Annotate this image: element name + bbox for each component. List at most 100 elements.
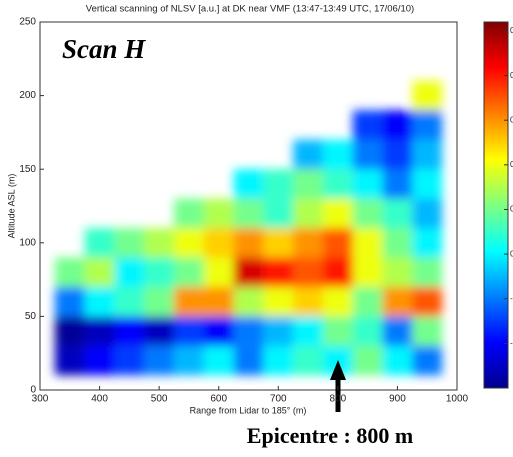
heat-cell: [382, 257, 413, 287]
colorbar-tick-label: 0: [510, 248, 513, 258]
heat-cell: [412, 345, 443, 376]
heat-cell: [54, 257, 85, 287]
heat-cell: [412, 316, 443, 346]
heat-cell: [203, 286, 234, 317]
heat-cell: [233, 345, 264, 376]
heat-cell: [263, 316, 294, 346]
heat-cell: [412, 80, 443, 111]
heat-cell: [203, 345, 234, 376]
heat-cell: [84, 345, 115, 376]
heat-cell: [382, 198, 413, 229]
heat-cell: [293, 345, 323, 376]
x-tick-label: 600: [210, 394, 227, 405]
heat-cell: [322, 139, 353, 170]
y-tick-label: 250: [19, 17, 36, 28]
heat-cell: [233, 286, 264, 317]
heat-cell: [293, 257, 323, 287]
chart-title: Vertical scanning of NLSV [a.u.] at DK n…: [86, 4, 414, 15]
heat-cell: [382, 316, 413, 346]
heat-cell: [144, 228, 175, 258]
x-tick-label: 700: [270, 394, 287, 405]
heat-cell: [293, 198, 323, 229]
heat-cell: [84, 228, 115, 258]
heat-cell: [114, 257, 145, 287]
heat-cell: [84, 286, 115, 317]
heat-cell: [174, 228, 204, 258]
heat-cell: [263, 257, 294, 287]
heat-cell: [322, 198, 353, 229]
heat-cell: [352, 257, 383, 287]
heat-cell: [352, 139, 383, 170]
heat-cell: [352, 345, 383, 376]
colorbar-tick-label: 0.1: [510, 204, 513, 214]
heat-cell: [174, 345, 204, 376]
heat-cell: [352, 169, 383, 199]
y-tick-label: 150: [19, 164, 36, 175]
heat-cell: [352, 198, 383, 229]
heat-cell: [114, 345, 145, 376]
colorbar-tick-label: 0.3: [510, 114, 513, 124]
y-axis-label: Altitude ASL (m): [6, 174, 16, 239]
heat-cell: [84, 316, 115, 346]
heat-cell: [114, 228, 145, 258]
plot-frame: [39, 21, 458, 391]
heat-cell: [412, 228, 443, 258]
heat-cell: [412, 257, 443, 287]
heat-cell: [352, 316, 383, 346]
heat-cell: [412, 169, 443, 199]
colorbar: [483, 21, 509, 389]
heat-cell: [263, 198, 294, 229]
heat-cell: [174, 198, 204, 229]
y-tick-label: 100: [19, 237, 36, 248]
epicentre-arrow: [330, 360, 346, 412]
x-axis-label: Range from Lidar to 185° (m): [190, 405, 307, 415]
heat-cell: [54, 345, 85, 376]
x-tick-label: 900: [389, 394, 406, 405]
heat-cell: [293, 228, 323, 258]
heat-cell: [382, 110, 413, 140]
heat-cell: [352, 110, 383, 140]
heat-cell: [233, 257, 264, 287]
heat-cell: [54, 286, 85, 317]
heat-cell: [382, 169, 413, 199]
heat-cell: [203, 228, 234, 258]
heat-cell: [322, 286, 353, 317]
x-tick-label: 1000: [446, 394, 469, 405]
heat-cell: [203, 257, 234, 287]
colorbar-tick-label: 0.4: [510, 70, 513, 80]
heat-cell: [293, 316, 323, 346]
heat-cell: [322, 228, 353, 258]
colorbar-tick-label: -0.1: [510, 293, 513, 303]
heat-cell: [322, 316, 353, 346]
heat-cell: [293, 169, 323, 199]
heat-cell: [382, 345, 413, 376]
heat-cell: [174, 257, 204, 287]
heat-cell: [263, 345, 294, 376]
heat-cell: [203, 198, 234, 229]
x-tick-label: 300: [32, 394, 49, 405]
heat-cell: [322, 257, 353, 287]
heat-cell: [412, 198, 443, 229]
heat-cell: [174, 316, 204, 346]
x-tick-label: 400: [91, 394, 108, 405]
heat-cell: [144, 345, 175, 376]
heatmap: [54, 80, 443, 376]
heat-cell: [203, 316, 234, 346]
heat-cell: [352, 286, 383, 317]
heat-cell: [233, 228, 264, 258]
heat-cell: [412, 110, 443, 140]
heat-cell: [263, 228, 294, 258]
heat-cell: [54, 316, 85, 346]
heat-cell: [412, 286, 443, 317]
heat-cell: [382, 286, 413, 317]
heat-cell: [382, 139, 413, 170]
heat-cell: [144, 286, 175, 317]
heat-cell: [322, 169, 353, 199]
heat-cell: [263, 286, 294, 317]
heat-cell: [352, 228, 383, 258]
heat-cell: [263, 169, 294, 199]
heat-cell: [233, 169, 264, 199]
x-tick-label: 800: [330, 394, 347, 405]
heat-cell: [144, 316, 175, 346]
